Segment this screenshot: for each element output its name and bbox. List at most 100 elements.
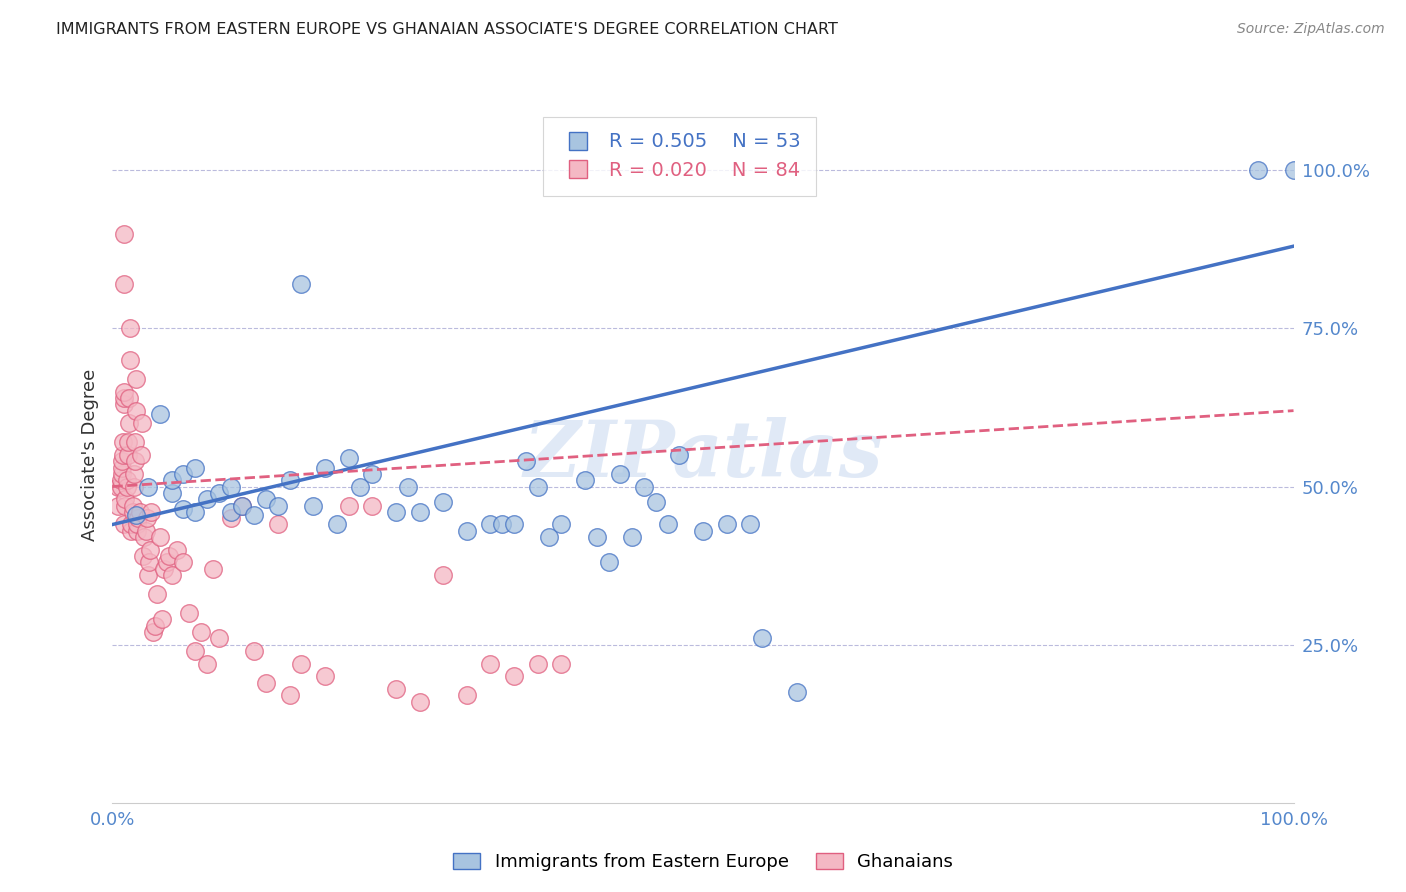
Point (621, 530, 644, 544)
Point (385, 681, 408, 696)
Point (132, 549, 155, 563)
Point (157, 549, 180, 563)
Point (201, 562, 224, 576)
Point (112, 277, 135, 292)
Point (267, 499, 290, 513)
Point (172, 556, 194, 570)
Point (456, 688, 478, 702)
Point (740, 517, 762, 532)
Point (503, 517, 526, 532)
Point (361, 499, 384, 513)
Point (326, 517, 349, 532)
Point (111, 454, 134, 468)
Point (153, 562, 176, 576)
Point (166, 542, 188, 557)
Text: IMMIGRANTS FROM EASTERN EUROPE VS GHANAIAN ASSOCIATE'S DEGREE CORRELATION CHART: IMMIGRANTS FROM EASTERN EUROPE VS GHANAI… (56, 22, 838, 37)
Point (219, 505, 242, 519)
Point (138, 556, 160, 570)
Point (231, 499, 253, 513)
Point (337, 499, 360, 513)
Point (143, 618, 166, 632)
Point (135, 511, 157, 525)
Point (127, 524, 149, 538)
Point (657, 517, 679, 532)
Point (150, 612, 173, 626)
Point (208, 632, 231, 646)
Point (609, 467, 631, 481)
Point (337, 451, 360, 466)
Point (184, 644, 207, 658)
Point (432, 568, 454, 582)
Point (124, 435, 146, 450)
Point (125, 403, 148, 417)
Point (267, 517, 290, 532)
Point (219, 479, 242, 493)
Point (396, 479, 419, 493)
Point (136, 479, 159, 493)
Point (149, 530, 172, 544)
Point (127, 517, 149, 532)
Point (112, 384, 135, 399)
Point (121, 505, 143, 519)
Text: Source: ZipAtlas.com: Source: ZipAtlas.com (1237, 22, 1385, 37)
Point (139, 542, 162, 557)
Point (538, 530, 561, 544)
Point (314, 460, 336, 475)
Point (585, 530, 607, 544)
Point (432, 495, 454, 509)
Point (692, 524, 714, 538)
Point (190, 625, 212, 640)
Point (550, 657, 572, 671)
Point (526, 479, 548, 493)
Point (135, 524, 157, 538)
Point (122, 467, 145, 481)
Point (503, 669, 526, 683)
Point (112, 391, 135, 405)
Legend: R = 0.505    N = 53, R = 0.020    N = 84: R = 0.505 N = 53, R = 0.020 N = 84 (543, 117, 815, 195)
Point (184, 460, 207, 475)
Text: ZIPatlas: ZIPatlas (523, 417, 883, 493)
Point (124, 454, 146, 468)
Point (1282, 163, 1305, 178)
Point (111, 467, 134, 481)
Point (115, 473, 138, 487)
Point (110, 473, 132, 487)
Point (172, 467, 194, 481)
Point (668, 448, 690, 462)
Point (172, 501, 194, 516)
Point (125, 508, 148, 522)
Point (117, 435, 139, 450)
Point (118, 417, 141, 431)
Point (278, 688, 301, 702)
Point (314, 669, 336, 683)
Point (160, 473, 183, 487)
Point (644, 495, 666, 509)
Point (112, 517, 135, 532)
Point (179, 606, 201, 620)
Point (111, 460, 134, 475)
Point (136, 568, 159, 582)
Point (574, 473, 596, 487)
Point (141, 505, 163, 519)
Point (254, 492, 277, 507)
Point (751, 632, 773, 646)
Point (115, 479, 138, 493)
Point (254, 675, 277, 690)
Point (786, 685, 808, 699)
Point (128, 505, 150, 519)
Point (122, 479, 145, 493)
Point (120, 524, 142, 538)
Point (160, 486, 183, 500)
Point (195, 657, 218, 671)
Point (290, 277, 312, 292)
Y-axis label: Associate's Degree: Associate's Degree (80, 368, 98, 541)
Point (408, 505, 430, 519)
Point (1247, 163, 1270, 178)
Point (491, 517, 513, 532)
Point (243, 508, 266, 522)
Point (526, 657, 548, 671)
Point (112, 397, 135, 411)
Point (149, 407, 172, 421)
Point (129, 448, 152, 462)
Point (114, 499, 136, 513)
